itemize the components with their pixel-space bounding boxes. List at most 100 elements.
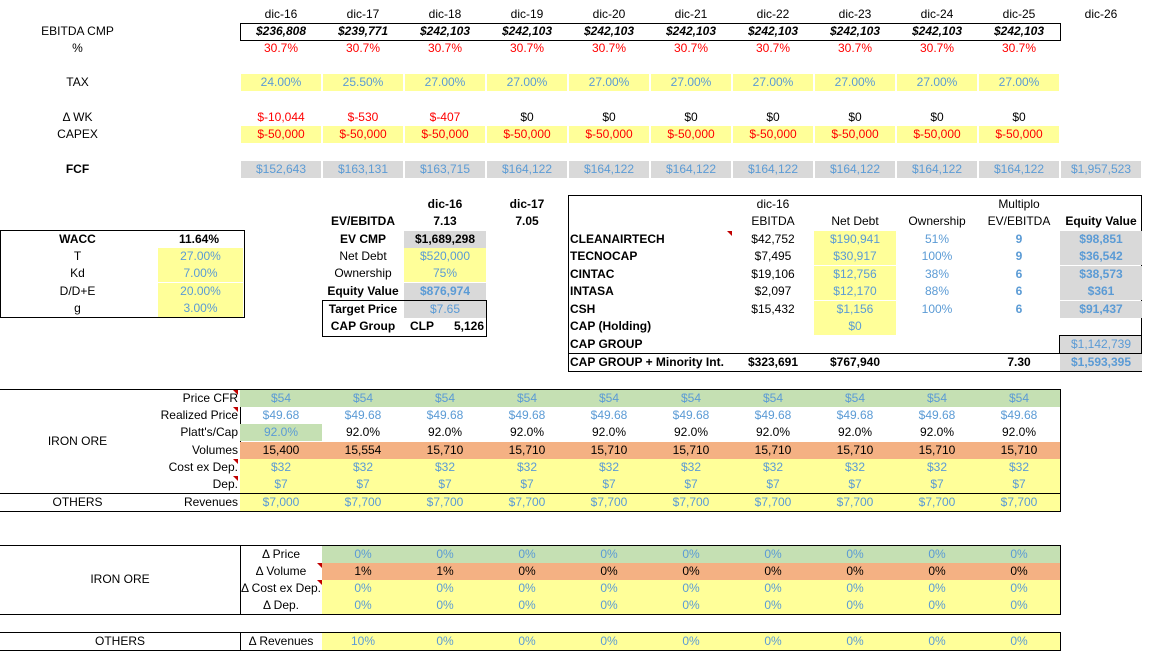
revenues-cell[interactable]: $7,700 (568, 494, 650, 511)
cost-ex-dep-cell[interactable]: $32 (322, 459, 404, 476)
capex-cell[interactable]: $-50,000 (651, 126, 731, 143)
revenues-cell[interactable]: $7,700 (322, 494, 404, 511)
delta-dep-cell[interactable]: 0% (814, 597, 896, 614)
price-cfr-cell[interactable]: $54 (650, 390, 732, 407)
volumes-cell[interactable]: 15,710 (896, 442, 978, 459)
subsidiary-net-debt[interactable]: $190,941 (814, 231, 896, 248)
capex-cell[interactable]: $-50,000 (487, 126, 567, 143)
cost-ex-dep-cell[interactable]: $32 (732, 459, 814, 476)
delta-cost-cell[interactable]: 0% (322, 580, 404, 597)
revenues-cell[interactable]: $7,700 (732, 494, 814, 511)
delta-revenues-cell[interactable]: 0% (814, 633, 896, 650)
delta-price-cell[interactable]: 0% (568, 546, 650, 563)
dep-cell[interactable]: $7 (896, 476, 978, 493)
delta-volume-cell[interactable]: 0% (650, 563, 732, 580)
cost-ex-dep-cell[interactable]: $32 (404, 459, 486, 476)
tax-cell[interactable]: 27.00% (405, 74, 485, 91)
subsidiary-net-debt[interactable]: $12,170 (814, 283, 896, 301)
delta-volume-cell[interactable]: 0% (814, 563, 896, 580)
capex-cell[interactable]: $-50,000 (569, 126, 649, 143)
volumes-cell[interactable]: 15,400 (240, 442, 322, 459)
cap-holding-net-debt[interactable]: $0 (814, 318, 896, 335)
dep-cell[interactable]: $7 (814, 476, 896, 493)
dep-cell[interactable]: $7 (650, 476, 732, 493)
capex-cell[interactable]: $-50,000 (897, 126, 977, 143)
delta-volume-cell[interactable]: 1% (404, 563, 486, 580)
volumes-cell[interactable]: 15,710 (486, 442, 568, 459)
cost-ex-dep-cell[interactable]: $32 (896, 459, 978, 476)
delta-revenues-cell[interactable]: 10% (322, 633, 404, 650)
delta-cost-cell[interactable]: 0% (732, 580, 814, 597)
subsidiary-net-debt[interactable]: $1,156 (814, 300, 896, 318)
capex-cell[interactable]: $-50,000 (323, 126, 403, 143)
price-cfr-cell[interactable]: $54 (240, 390, 322, 407)
delta-price-cell[interactable]: 0% (896, 546, 978, 563)
delta-price-cell[interactable]: 0% (732, 546, 814, 563)
cost-ex-dep-cell[interactable]: $32 (568, 459, 650, 476)
delta-price-cell[interactable]: 0% (814, 546, 896, 563)
net-debt-value[interactable]: $520,000 (404, 248, 486, 265)
dep-cell[interactable]: $7 (732, 476, 814, 493)
delta-dep-cell[interactable]: 0% (568, 597, 650, 614)
wacc-kd-value[interactable]: 7.00% (158, 265, 243, 282)
wacc-t-value[interactable]: 27.00% (158, 248, 243, 265)
cost-ex-dep-cell[interactable]: $32 (240, 459, 322, 476)
tax-cell[interactable]: 27.00% (651, 74, 731, 91)
tax-cell[interactable]: 27.00% (815, 74, 895, 91)
delta-revenues-cell[interactable]: 0% (568, 633, 650, 650)
tax-cell[interactable]: 25.50% (323, 74, 403, 91)
delta-volume-cell[interactable]: 1% (322, 563, 404, 580)
volumes-cell[interactable]: 15,710 (568, 442, 650, 459)
tax-cell[interactable]: 27.00% (487, 74, 567, 91)
wacc-dde-value[interactable]: 20.00% (158, 283, 243, 300)
price-cfr-cell[interactable]: $54 (814, 390, 896, 407)
delta-dep-cell[interactable]: 0% (978, 597, 1060, 614)
price-cfr-cell[interactable]: $54 (978, 390, 1060, 407)
cost-ex-dep-cell[interactable]: $32 (486, 459, 568, 476)
delta-volume-cell[interactable]: 0% (568, 563, 650, 580)
tax-cell[interactable]: 27.00% (733, 74, 813, 91)
revenues-cell[interactable]: $7,700 (404, 494, 486, 511)
tax-cell[interactable]: 24.00% (241, 74, 321, 91)
volumes-cell[interactable]: 15,554 (322, 442, 404, 459)
cost-ex-dep-cell[interactable]: $32 (650, 459, 732, 476)
price-cfr-cell[interactable]: $54 (896, 390, 978, 407)
volumes-cell[interactable]: 15,710 (404, 442, 486, 459)
delta-dep-cell[interactable]: 0% (896, 597, 978, 614)
wacc-g-value[interactable]: 3.00% (158, 300, 243, 317)
dep-cell[interactable]: $7 (486, 476, 568, 493)
capex-cell[interactable]: $-50,000 (733, 126, 813, 143)
delta-price-cell[interactable]: 0% (486, 546, 568, 563)
delta-revenues-cell[interactable]: 0% (732, 633, 814, 650)
volumes-cell[interactable]: 15,710 (732, 442, 814, 459)
revenues-cell[interactable]: $7,700 (814, 494, 896, 511)
price-cfr-cell[interactable]: $54 (486, 390, 568, 407)
delta-revenues-cell[interactable]: 0% (896, 633, 978, 650)
price-cfr-cell[interactable]: $54 (732, 390, 814, 407)
cost-ex-dep-cell[interactable]: $32 (814, 459, 896, 476)
dep-cell[interactable]: $7 (978, 476, 1060, 493)
delta-dep-cell[interactable]: 0% (486, 597, 568, 614)
delta-dep-cell[interactable]: 0% (650, 597, 732, 614)
subsidiary-net-debt[interactable]: $30,917 (814, 248, 896, 266)
revenues-cell[interactable]: $7,700 (650, 494, 732, 511)
dep-cell[interactable]: $7 (322, 476, 404, 493)
cost-ex-dep-cell[interactable]: $32 (978, 459, 1060, 476)
delta-price-cell[interactable]: 0% (322, 546, 404, 563)
revenues-cell[interactable]: $7,700 (486, 494, 568, 511)
delta-price-cell[interactable]: 0% (404, 546, 486, 563)
delta-cost-cell[interactable]: 0% (568, 580, 650, 597)
dep-cell[interactable]: $7 (240, 476, 322, 493)
tax-cell[interactable]: 27.00% (979, 74, 1059, 91)
capex-cell[interactable]: $-50,000 (815, 126, 895, 143)
delta-cost-cell[interactable]: 0% (650, 580, 732, 597)
volumes-cell[interactable]: 15,710 (978, 442, 1060, 459)
delta-cost-cell[interactable]: 0% (896, 580, 978, 597)
delta-revenues-cell[interactable]: 0% (404, 633, 486, 650)
price-cfr-cell[interactable]: $54 (404, 390, 486, 407)
subsidiary-net-debt[interactable]: $12,756 (814, 265, 896, 283)
delta-volume-cell[interactable]: 0% (896, 563, 978, 580)
delta-cost-cell[interactable]: 0% (404, 580, 486, 597)
dep-cell[interactable]: $7 (568, 476, 650, 493)
capex-cell[interactable]: $-50,000 (405, 126, 485, 143)
